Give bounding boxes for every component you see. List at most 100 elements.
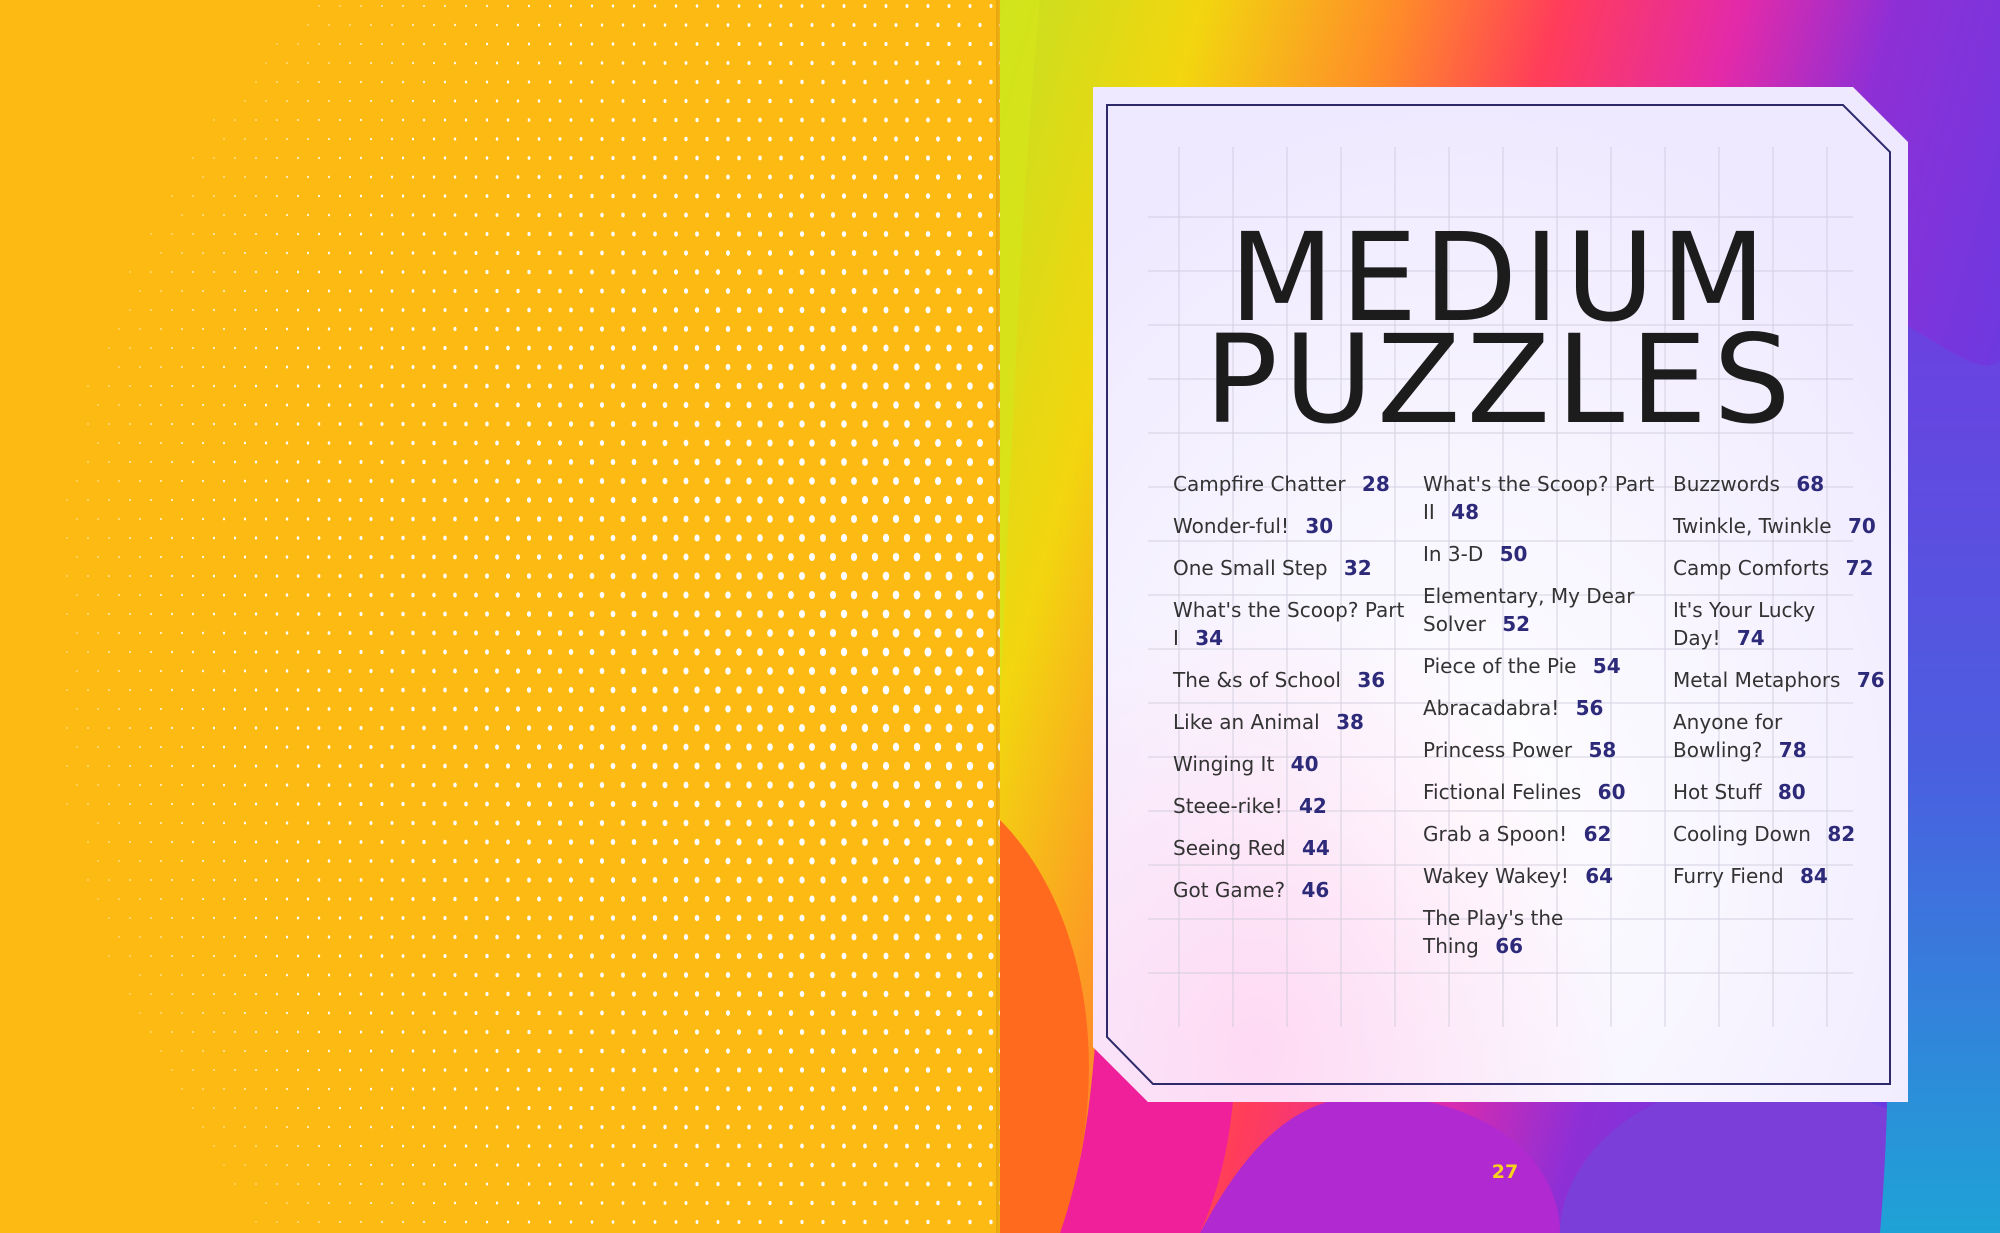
toc-entry-title: Got Game? (1173, 878, 1286, 902)
toc-entry: Wakey Wakey! 64 (1423, 862, 1663, 890)
toc-entry-page-number: 66 (1495, 934, 1524, 958)
toc-entry: Got Game? 46 (1173, 876, 1413, 904)
toc-entry: Metal Metaphors 76 (1673, 666, 1913, 694)
right-page: MEDIUM PUZZLES Campfire Chatter 28 Wonder… (1000, 0, 2000, 1233)
toc-entry: The Play's the Thing 66 (1423, 904, 1663, 960)
toc-entry-title: Seeing Red (1173, 836, 1286, 860)
toc-entry: Winging It 40 (1173, 750, 1413, 778)
toc-entry-page-number: 40 (1290, 752, 1319, 776)
toc-entry: Fictional Felines 60 (1423, 778, 1663, 806)
toc-entry-title: In 3-D (1423, 542, 1484, 566)
title-line-2: PUZZLES (1204, 309, 1797, 451)
toc-entry: Steee-rike! 42 (1173, 792, 1413, 820)
toc-entry-page-number: 30 (1305, 514, 1334, 538)
toc-entry: It's Your Lucky Day! 74 (1673, 596, 1913, 652)
toc-entry-title: Anyone for Bowling? (1673, 710, 1783, 762)
toc-entry-page-number: 84 (1800, 864, 1828, 888)
toc-entry: Elementary, My Dear Solver 52 (1423, 582, 1663, 638)
toc-entry-page-number: 80 (1777, 780, 1806, 804)
toc-entry: Campfire Chatter 28 (1173, 470, 1413, 498)
toc-entry-page-number: 82 (1827, 822, 1856, 846)
toc-entry-title: Fictional Felines (1423, 780, 1582, 804)
toc-entry-page-number: 54 (1592, 654, 1621, 678)
toc-entry-title: Piece of the Pie (1423, 654, 1577, 678)
toc-entry: What's the Scoop? Part II 48 (1423, 470, 1663, 526)
toc-entry-page-number: 48 (1451, 500, 1479, 524)
toc-entry-page-number: 68 (1796, 472, 1825, 496)
toc-entry: Buzzwords 68 (1673, 470, 1913, 498)
toc-entry-title: Steee-rike! (1173, 794, 1283, 818)
toc-entry-title: What's the Scoop? Part II (1423, 472, 1655, 524)
toc-entry-page-number: 44 (1301, 836, 1330, 860)
toc-column-3: Buzzwords 68 Twinkle, Twinkle 70 Camp Comf… (1673, 470, 1913, 904)
toc-entry-title: The Play's the Thing (1423, 906, 1564, 958)
toc-entry-title: Wonder-ful! (1173, 514, 1289, 538)
toc-entry-title: Camp Comforts (1673, 556, 1830, 580)
toc-entry-title: Hot Stuff (1673, 780, 1762, 804)
left-page-halftone (0, 0, 1000, 1233)
toc-entry-page-number: 78 (1778, 738, 1807, 762)
toc-entry: Hot Stuff 80 (1673, 778, 1913, 806)
page-number: 27 (1491, 1161, 1519, 1183)
toc-entry: Like an Animal 38 (1173, 708, 1413, 736)
toc-entry: Anyone for Bowling? 78 (1673, 708, 1913, 764)
toc-entry-title: Furry Fiend (1673, 864, 1784, 888)
toc-entry-title: It's Your Lucky Day! (1673, 598, 1816, 650)
toc-entry: Cooling Down 82 (1673, 820, 1913, 848)
toc-entry-title: Buzzwords (1673, 472, 1780, 496)
toc-column-1: Campfire Chatter 28 Wonder-ful! 30 One Sma… (1173, 470, 1413, 918)
toc-entry-page-number: 34 (1195, 626, 1224, 650)
toc-entry-page-number: 36 (1357, 668, 1386, 692)
toc-entry-page-number: 58 (1588, 738, 1617, 762)
toc-entry: One Small Step 32 (1173, 554, 1413, 582)
toc-entry-page-number: 38 (1336, 710, 1364, 734)
toc-entry-page-number: 46 (1301, 878, 1330, 902)
toc-entry: Seeing Red 44 (1173, 834, 1413, 862)
toc-entry-title: Grab a Spoon! (1423, 822, 1568, 846)
toc-entry-title: Twinkle, Twinkle (1673, 514, 1832, 538)
toc-column-2: What's the Scoop? Part II 48 In 3-D 50 Ele… (1423, 470, 1663, 974)
toc-entry: Grab a Spoon! 62 (1423, 820, 1663, 848)
toc-entry-page-number: 50 (1499, 542, 1528, 566)
toc-entry-page-number: 70 (1847, 514, 1876, 538)
toc-entry: The &s of School 36 (1173, 666, 1413, 694)
toc-entry-title: The &s of School (1173, 668, 1341, 692)
panel-frame (1093, 87, 1908, 1102)
title-line-1: MEDIUM (1229, 207, 1772, 349)
toc-entry-page-number: 62 (1583, 822, 1612, 846)
toc-entry: Twinkle, Twinkle 70 (1673, 512, 1913, 540)
toc-entry-title: Metal Metaphors (1673, 668, 1841, 692)
toc-entry-page-number: 56 (1575, 696, 1604, 720)
toc-entry-page-number: 76 (1856, 668, 1885, 692)
toc-entry-page-number: 32 (1343, 556, 1372, 580)
toc-entry-title: Elementary, My Dear Solver (1423, 584, 1635, 636)
toc-entry: Princess Power 58 (1423, 736, 1663, 764)
toc-entry: In 3-D 50 (1423, 540, 1663, 568)
toc-entry: Piece of the Pie 54 (1423, 652, 1663, 680)
toc-entry-page-number: 72 (1845, 556, 1874, 580)
halftone-dot-pattern (66, 3, 1000, 1225)
toc-entry: Wonder-ful! 30 (1173, 512, 1413, 540)
toc-entry-title: Winging It (1173, 752, 1275, 776)
toc-entry-title: Abracadabra! (1423, 696, 1560, 720)
page-title: MEDIUM PUZZLES (1093, 207, 1908, 451)
toc-entry-page-number: 64 (1585, 864, 1614, 888)
toc-entry-page-number: 52 (1502, 612, 1531, 636)
toc-entry-title: Cooling Down (1673, 822, 1811, 846)
toc-entry-title: Campfire Chatter (1173, 472, 1346, 496)
toc-entry: Abracadabra! 56 (1423, 694, 1663, 722)
toc-entry-page-number: 74 (1736, 626, 1765, 650)
toc-entry-title: What's the Scoop? Part I (1173, 598, 1405, 650)
toc-entry-title: Like an Animal (1173, 710, 1320, 734)
toc-entry-title: One Small Step (1173, 556, 1328, 580)
toc-entry-page-number: 60 (1597, 780, 1626, 804)
toc-entry: Furry Fiend 84 (1673, 862, 1913, 890)
toc-entry-title: Wakey Wakey! (1423, 864, 1569, 888)
toc-entry-page-number: 28 (1361, 472, 1390, 496)
panel-grid-lines (1148, 147, 1853, 1027)
toc-entry: Camp Comforts 72 (1673, 554, 1913, 582)
toc-entry: What's the Scoop? Part I 34 (1173, 596, 1413, 652)
toc-entry-title: Princess Power (1423, 738, 1573, 762)
contents-panel: MEDIUM PUZZLES Campfire Chatter 28 Wonder… (1093, 87, 1908, 1102)
